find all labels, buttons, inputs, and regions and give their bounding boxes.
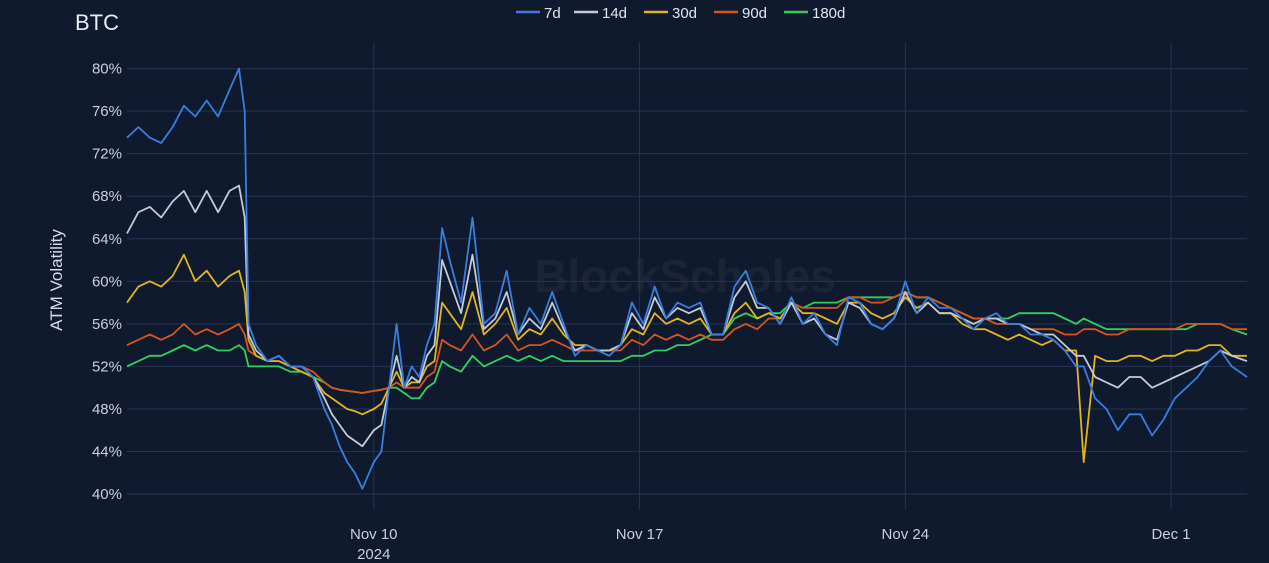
y-tick-label: 72% [92,146,122,163]
legend-label-180d: 180d [812,5,845,22]
y-tick-label: 68% [92,188,122,205]
legend-label-7d: 7d [544,5,561,22]
y-tick-label: 44% [92,444,122,461]
legend-label-30d: 30d [672,5,697,22]
chart-title: BTC [75,10,119,35]
y-tick-label: 52% [92,358,122,375]
series-line-90d [126,291,1247,394]
x-tick-year-label: 2024 [357,546,390,563]
legend-label-14d: 14d [602,5,627,22]
y-tick-label: 48% [92,401,122,418]
series-line-7d [126,67,1248,490]
y-tick-label: 80% [92,61,122,78]
y-tick-label: 60% [92,273,122,290]
y-tick-label: 56% [92,316,122,333]
x-tick-label: Dec 1 [1151,526,1190,543]
series-line-30d [126,253,1247,463]
x-tick-label: Nov 24 [882,526,930,543]
x-tick-label: Nov 10 [350,526,398,543]
y-axis-title: ATM Volatility [47,229,66,331]
y-tick-label: 64% [92,231,122,248]
y-axis: 40% 44% 48% 52% 56% 60% 64% 68% 72% 76% 80% [92,61,122,503]
y-tick-label: 76% [92,103,122,120]
legend: 7d 14d 30d 90d 180d [516,5,845,22]
series-lines [126,67,1248,490]
watermark: BlockScholes [534,250,836,302]
legend-label-90d: 90d [742,5,767,22]
x-tick-label: Nov 17 [616,526,664,543]
x-axis: Nov 10 2024 Nov 17 Nov 24 Dec 1 [350,526,1191,563]
grid [127,42,1247,510]
y-tick-label: 40% [92,486,122,503]
